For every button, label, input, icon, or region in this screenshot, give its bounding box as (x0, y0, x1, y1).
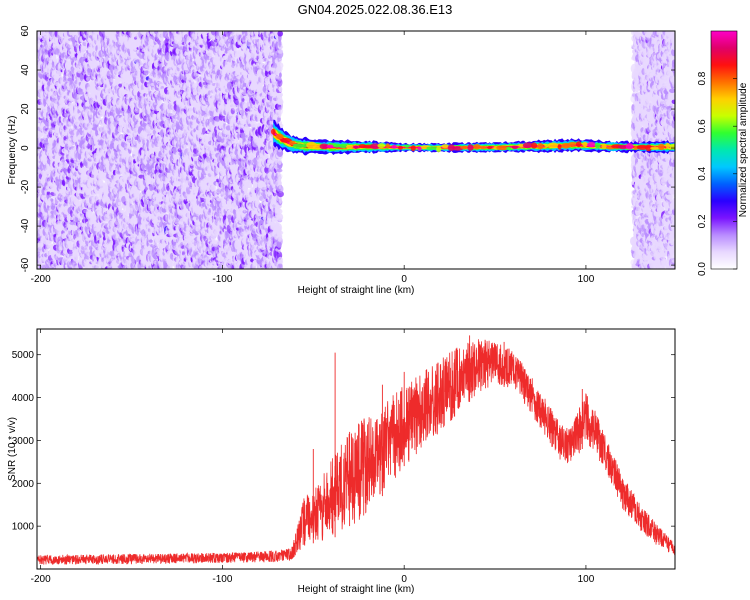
spectrogram-cells (37, 31, 675, 269)
spectrogram-cell (45, 137, 48, 142)
spectrogram-cell (37, 31, 41, 35)
figure-title: GN04.2025.022.08.36.E13 (298, 2, 453, 17)
